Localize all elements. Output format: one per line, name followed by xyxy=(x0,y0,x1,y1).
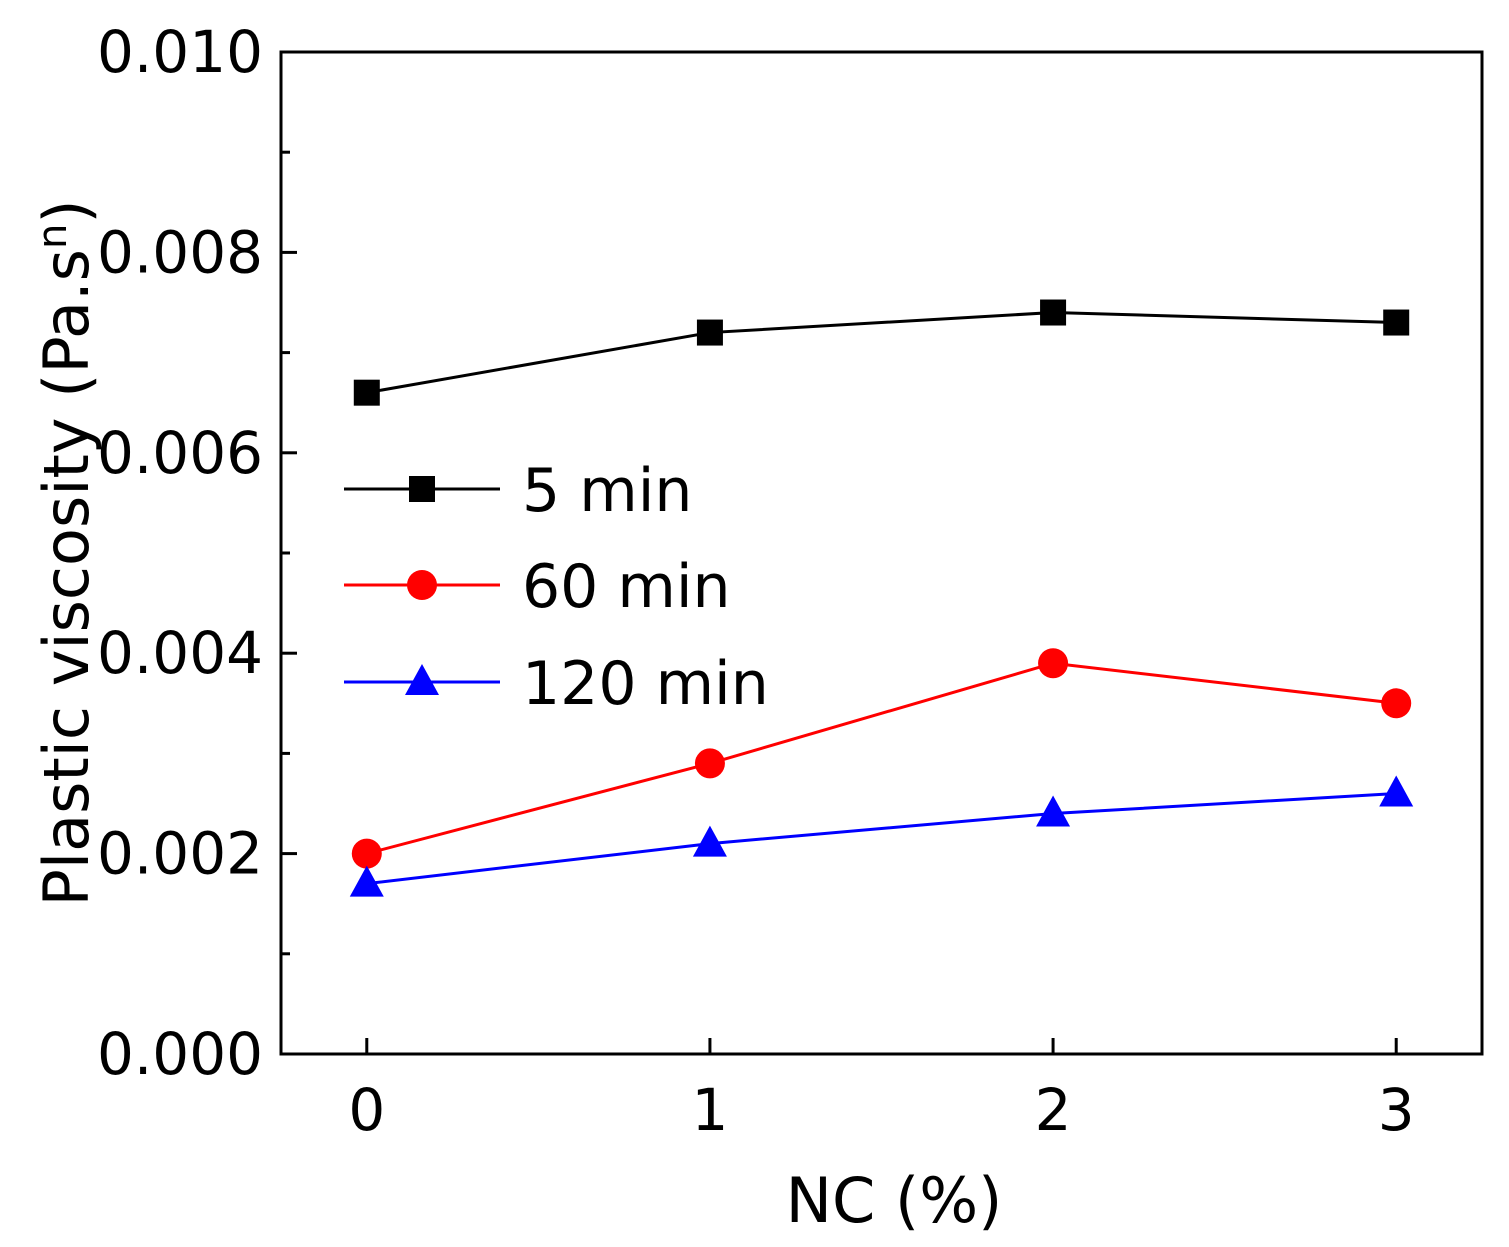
data-point xyxy=(353,379,380,406)
data-point xyxy=(349,865,384,897)
y-axis-title: Plastic viscosity (Pa.sn) xyxy=(30,199,103,906)
series-line xyxy=(366,661,1397,856)
data-point xyxy=(1383,309,1410,336)
data-point xyxy=(696,319,723,346)
y-tick-label: 0.000 xyxy=(97,1020,263,1088)
data-point xyxy=(1379,775,1414,807)
x-tick-label: 0 xyxy=(348,1076,385,1144)
data-point xyxy=(351,838,382,869)
y-tick-label: 0.002 xyxy=(97,820,263,888)
y-tick-label: 0.010 xyxy=(97,18,263,86)
data-point xyxy=(1381,688,1412,719)
y-axis-title-main: Plastic viscosity (Pa.s xyxy=(30,249,103,907)
series-1 xyxy=(351,648,1412,869)
y-tick-label: 0.004 xyxy=(97,619,263,687)
plot-frame xyxy=(279,50,1484,1056)
legend-label: 60 min xyxy=(522,552,731,622)
y-axis-title-superscript: n xyxy=(30,224,76,249)
x-axis-title: NC (%) xyxy=(786,1164,1003,1237)
series-0 xyxy=(353,299,1410,406)
y-tick-label: 0.006 xyxy=(97,419,263,487)
legend-marker xyxy=(409,476,435,502)
x-axis: 0 1 2 3 xyxy=(348,1038,1415,1144)
series-line xyxy=(366,311,1397,395)
data-point xyxy=(1036,795,1071,827)
y-tick-label: 0.008 xyxy=(97,218,263,286)
data-point xyxy=(1038,648,1069,679)
legend-label: 5 min xyxy=(522,456,692,526)
data-point xyxy=(692,825,727,857)
data-point xyxy=(1040,299,1067,326)
series-line xyxy=(366,791,1397,886)
legend: 5 min 60 min 120 min xyxy=(344,456,769,719)
data-point xyxy=(694,748,725,779)
legend-marker xyxy=(405,664,439,695)
series-2 xyxy=(349,775,1414,897)
legend-marker xyxy=(407,570,437,600)
x-tick-label: 2 xyxy=(1035,1076,1072,1144)
y-axis: 0.000 0.002 0.004 0.006 0.008 0.010 xyxy=(97,18,297,1088)
y-axis-title-close: ) xyxy=(30,199,103,223)
legend-label: 120 min xyxy=(522,649,769,719)
x-tick-label: 1 xyxy=(691,1076,728,1144)
x-tick-label: 3 xyxy=(1378,1076,1415,1144)
series-layer xyxy=(349,299,1414,897)
